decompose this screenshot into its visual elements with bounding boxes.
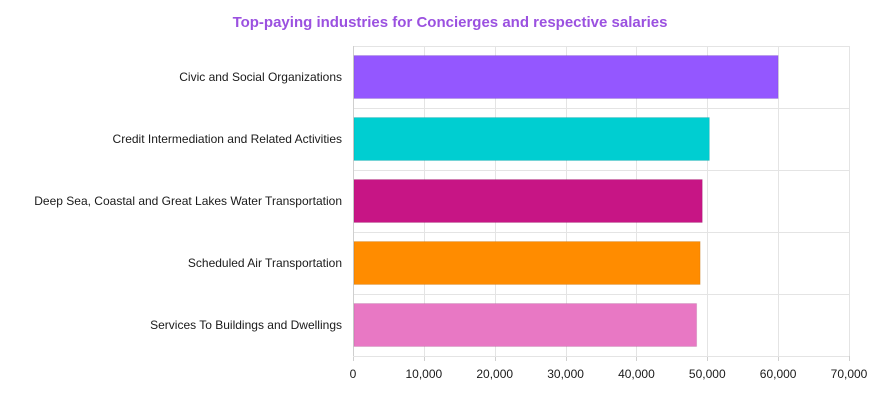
x-tick-label: 10,000 bbox=[406, 367, 443, 381]
category-label-5: Services To Buildings and Dwellings bbox=[150, 318, 342, 332]
x-tick-labels: 0 10,000 20,000 30,000 40,000 50,000 60,000 70,… bbox=[350, 367, 868, 381]
x-tick-label: 30,000 bbox=[547, 367, 584, 381]
x-tick-label: 60,000 bbox=[760, 367, 797, 381]
category-labels: Civic and Social Organizations Credit Int… bbox=[34, 70, 342, 332]
bar-5 bbox=[353, 303, 698, 347]
category-label-4: Scheduled Air Transportation bbox=[188, 256, 342, 270]
x-tick-label: 0 bbox=[350, 367, 357, 381]
bars bbox=[353, 55, 779, 347]
category-label-2: Credit Intermediation and Related Activi… bbox=[113, 132, 342, 146]
x-tick-label: 70,000 bbox=[831, 367, 868, 381]
category-label-3: Deep Sea, Coastal and Great Lakes Water … bbox=[34, 194, 342, 208]
bar-3 bbox=[353, 179, 703, 223]
bar-2 bbox=[353, 117, 710, 161]
x-tick-label: 20,000 bbox=[476, 367, 513, 381]
x-tick-label: 50,000 bbox=[689, 367, 726, 381]
category-label-1: Civic and Social Organizations bbox=[179, 70, 342, 84]
bar-4 bbox=[353, 241, 701, 285]
x-tick-label: 40,000 bbox=[618, 367, 655, 381]
bar-1 bbox=[353, 55, 779, 99]
chart-title: Top-paying industries for Concierges and… bbox=[232, 14, 668, 31]
